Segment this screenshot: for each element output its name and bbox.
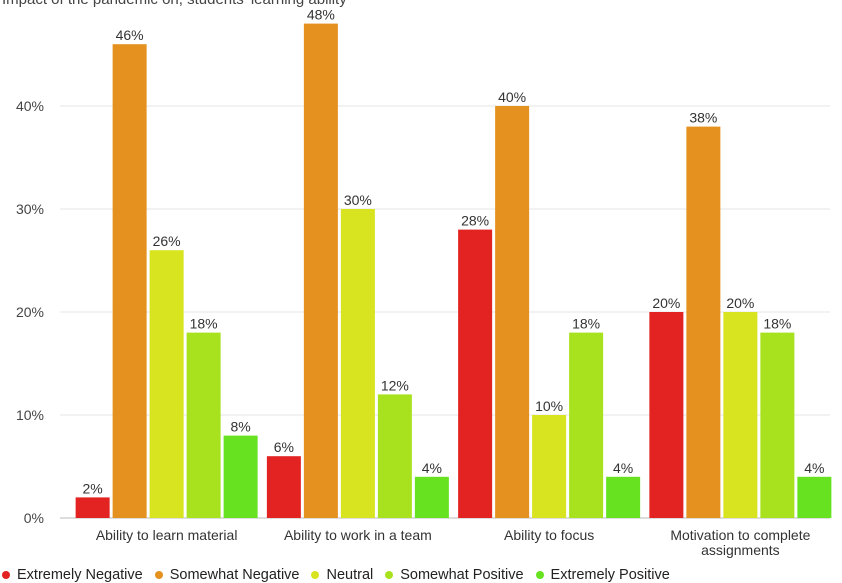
bar — [606, 476, 641, 518]
legend-label: Somewhat Positive — [400, 567, 524, 583]
top-note: Impact of the pandemic on, students' lea… — [2, 0, 347, 8]
x-tick-label: Ability to learn material — [96, 527, 238, 543]
bar — [266, 456, 301, 518]
y-tick-label: 10% — [16, 407, 44, 423]
legend-dot-icon — [535, 571, 544, 579]
legend-item[interactable]: Extremely Negative — [2, 567, 143, 583]
data-label: 46% — [116, 27, 144, 43]
bar — [340, 209, 375, 518]
bar — [75, 497, 110, 518]
bar — [649, 312, 684, 518]
data-label: 4% — [422, 460, 442, 476]
legend-item[interactable]: Neutral — [311, 567, 373, 583]
data-label: 4% — [804, 460, 824, 476]
bar — [377, 394, 412, 518]
x-tick-label: assignments — [701, 542, 780, 558]
bar — [186, 332, 221, 518]
legend-item[interactable]: Extremely Positive — [535, 567, 670, 583]
data-label: 4% — [613, 460, 633, 476]
data-label: 18% — [572, 316, 600, 332]
y-tick-label: 20% — [16, 304, 44, 320]
data-label: 40% — [498, 89, 526, 105]
bar — [149, 250, 184, 518]
bar — [797, 476, 832, 518]
bar — [414, 476, 449, 518]
data-label: 12% — [381, 377, 409, 393]
data-label: 18% — [763, 316, 791, 332]
bar — [303, 23, 338, 518]
data-label: 28% — [461, 213, 489, 229]
y-tick-label: 40% — [16, 98, 44, 114]
y-tick-label: 0% — [24, 510, 44, 526]
data-label: 20% — [726, 295, 754, 311]
bar — [495, 106, 530, 518]
legend-dot-icon — [154, 571, 163, 579]
bar — [723, 312, 758, 518]
bar — [112, 44, 147, 518]
x-tick-label: Ability to focus — [504, 527, 594, 543]
legend-label: Extremely Negative — [17, 567, 143, 583]
legend-label: Somewhat Negative — [169, 567, 300, 583]
legend-item[interactable]: Somewhat Negative — [154, 567, 300, 583]
legend-label: Neutral — [326, 567, 374, 583]
bar — [223, 435, 258, 518]
data-label: 2% — [83, 480, 103, 496]
data-label: 30% — [344, 192, 372, 208]
bar-chart: 0% 10% 20% 30% 40% 2% 46% 26% 18% 8% Ability to le… — [16, 7, 832, 558]
data-label: 26% — [153, 233, 181, 249]
data-label: 38% — [689, 110, 717, 126]
x-tick-label: Ability to work in a team — [284, 527, 432, 543]
legend-dot-icon — [385, 571, 394, 579]
data-label: 20% — [652, 295, 680, 311]
legend-item[interactable]: Somewhat Positive — [385, 567, 524, 583]
y-tick-label: 30% — [16, 201, 44, 217]
data-label: 10% — [535, 398, 563, 414]
bar — [760, 332, 795, 518]
legend-label: Extremely Positive — [550, 567, 670, 583]
data-label: 18% — [190, 316, 218, 332]
bar — [569, 332, 604, 518]
data-label: 8% — [231, 419, 251, 435]
legend: Extremely Negative Somewhat Negative Neutr… — [2, 567, 682, 583]
legend-dot-icon — [2, 571, 10, 579]
bar — [532, 415, 567, 518]
legend-dot-icon — [311, 571, 320, 579]
bar — [458, 229, 493, 518]
bar — [686, 126, 721, 518]
data-label: 6% — [274, 439, 294, 455]
x-tick-label: Motivation to complete — [670, 527, 810, 543]
data-label: 48% — [307, 7, 335, 23]
